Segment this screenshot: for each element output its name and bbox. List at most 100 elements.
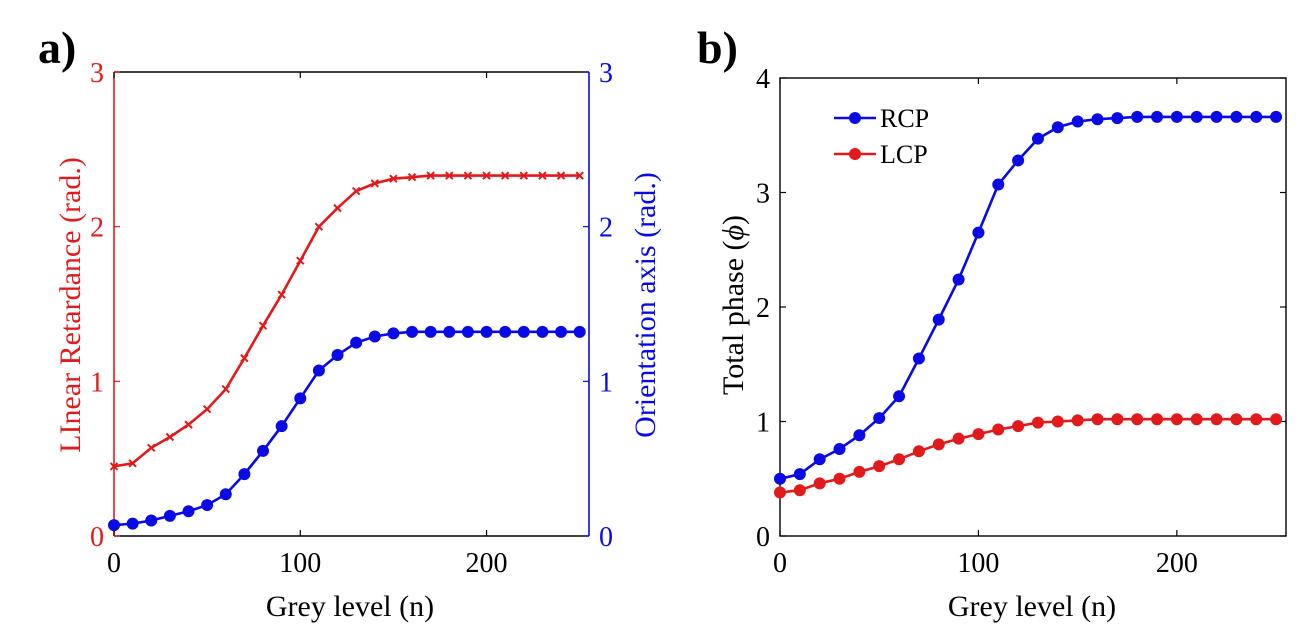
- panel-a-data-point: [368, 330, 381, 343]
- panel-a-data-point-x: [500, 171, 510, 180]
- marker-stroke: [519, 171, 529, 180]
- panel-a-data-point-x: [333, 203, 342, 213]
- panel-b-data-point: [1131, 413, 1144, 426]
- marker-stroke: [240, 353, 249, 363]
- panel-a-data-point-x: [221, 384, 230, 394]
- panel-b-data-point: [1111, 413, 1124, 426]
- marker-stroke: [500, 171, 510, 180]
- marker-stroke: [314, 222, 324, 231]
- panel-a-left-tick-label: 0: [90, 522, 104, 553]
- panel-b-y-axis-label: Total phase (ϕ): [717, 215, 750, 395]
- panel-b-data-point: [912, 352, 925, 365]
- panel-a-left-tick-label: 1: [90, 367, 104, 398]
- panel-a-data-point: [424, 325, 437, 338]
- panel-b-data-point: [813, 477, 826, 490]
- panel-a-right-tick-label: 1: [599, 367, 613, 398]
- marker-stroke: [370, 179, 379, 188]
- panel-a-data-point: [461, 325, 474, 338]
- panel-a-data-point-x: [296, 256, 305, 265]
- panel-a-data-point-x: [556, 171, 566, 180]
- panel-b-data-point: [1190, 413, 1203, 426]
- panel-b-x-tick-label: 200: [1156, 548, 1198, 579]
- panel-a-data-point: [145, 514, 158, 527]
- panel-a-data-point-x: [147, 443, 156, 453]
- panel-b-data-point: [972, 428, 985, 441]
- panel-a-data-point: [517, 325, 530, 338]
- panel-a-data-point-x: [258, 321, 268, 330]
- panel-b-y-tick-label: 2: [756, 293, 770, 324]
- panel-a-data-point: [312, 364, 325, 377]
- panel-a-data-point-x: [202, 404, 212, 414]
- panel-a-data-point: [182, 505, 195, 518]
- panel-a-data-point: [294, 392, 307, 405]
- panel-a-data-point: [331, 349, 344, 362]
- panel-a-x-tick-label: 100: [279, 548, 321, 579]
- panel-b-data-point: [893, 390, 906, 403]
- marker-stroke: [426, 171, 435, 180]
- panel-a-x-axis-label: Grey level (n): [266, 590, 434, 623]
- marker-stroke: [482, 171, 491, 180]
- panel-b-data-point: [1031, 132, 1044, 145]
- panel-b-x-tick-label: 100: [957, 548, 999, 579]
- panel-b-data-point: [972, 226, 985, 239]
- marker-stroke: [333, 203, 342, 213]
- panel-b-data-point: [952, 273, 965, 286]
- panel-a-data-point: [108, 519, 120, 532]
- panel-a-x-tick-label: 0: [107, 548, 121, 579]
- panel-b-data-point: [1071, 115, 1084, 128]
- panel-a-left-tick-label: 2: [90, 213, 104, 244]
- panel-b-data-point: [873, 460, 886, 473]
- panel-b-x-axis-label: Grey level (n): [948, 590, 1116, 623]
- panel-b-data-point: [1131, 110, 1144, 123]
- panel-b-data-point: [1270, 110, 1283, 123]
- panel-b-data-point: [1190, 110, 1203, 123]
- panel-b-data-point: [853, 429, 866, 442]
- panel-b-data-point: [1051, 121, 1064, 134]
- panel-a-data-point: [201, 499, 214, 512]
- legend-label-lcp: LCP: [880, 140, 928, 169]
- panel-b-data-point: [853, 465, 866, 478]
- marker-stroke: [389, 174, 398, 183]
- panel-b-data-point: [1012, 154, 1025, 167]
- panel-a-data-point-x: [277, 290, 286, 299]
- panel-b-data-point: [774, 472, 786, 485]
- panel-a-data-point: [443, 325, 456, 338]
- marker-stroke: [184, 420, 193, 429]
- panel-a-data-point-x: [165, 432, 175, 442]
- panel-b-chart: 0 100 200 0 1 2 3 4 RCP LCP: [756, 64, 1287, 579]
- marker-stroke: [407, 172, 417, 182]
- marker-stroke: [445, 171, 454, 180]
- panel-b-data-point: [1250, 110, 1263, 123]
- panel-a-data-point-x: [426, 171, 435, 180]
- panel-b-data-point: [1250, 413, 1263, 426]
- panel-a-data-point: [499, 325, 512, 338]
- legend-marker-rcp: [849, 112, 861, 124]
- panel-a-data-point: [555, 325, 568, 338]
- panel-a-chart: 0 100 200 0 1 2 3 0 1 2 3: [90, 58, 613, 579]
- panel-a-data-point: [406, 325, 419, 338]
- marker-stroke: [296, 256, 305, 265]
- panel-b-y-tick-label: 0: [756, 522, 770, 553]
- panel-label-b: b): [697, 22, 738, 73]
- panel-a-right-axis-label: Orientation axis (rad.): [629, 172, 662, 438]
- panel-b-data-point: [1210, 110, 1223, 123]
- panel-b-data-point: [1210, 413, 1223, 426]
- panel-a-right-tick-label: 0: [599, 522, 613, 553]
- panel-b-data-point: [1230, 413, 1243, 426]
- panel-b-data-point: [813, 453, 826, 466]
- legend-marker-lcp: [849, 148, 861, 160]
- panel-a-data-point: [219, 488, 232, 501]
- panel-b-data-point: [1091, 413, 1104, 426]
- panel-b-data-point: [1170, 413, 1183, 426]
- panel-a-data-point-x: [184, 420, 193, 429]
- marker-stroke: [463, 171, 473, 180]
- marker-stroke: [351, 186, 361, 196]
- panel-a-data-point: [480, 325, 493, 338]
- panel-a-data-point-x: [482, 171, 491, 180]
- panel-b-data-point: [1031, 416, 1044, 429]
- panel-b-data-point: [952, 432, 965, 445]
- panel-b-data-point: [793, 484, 806, 497]
- panel-a-right-tick-label: 3: [599, 58, 613, 89]
- panel-a-series-line-0: [113, 174, 580, 468]
